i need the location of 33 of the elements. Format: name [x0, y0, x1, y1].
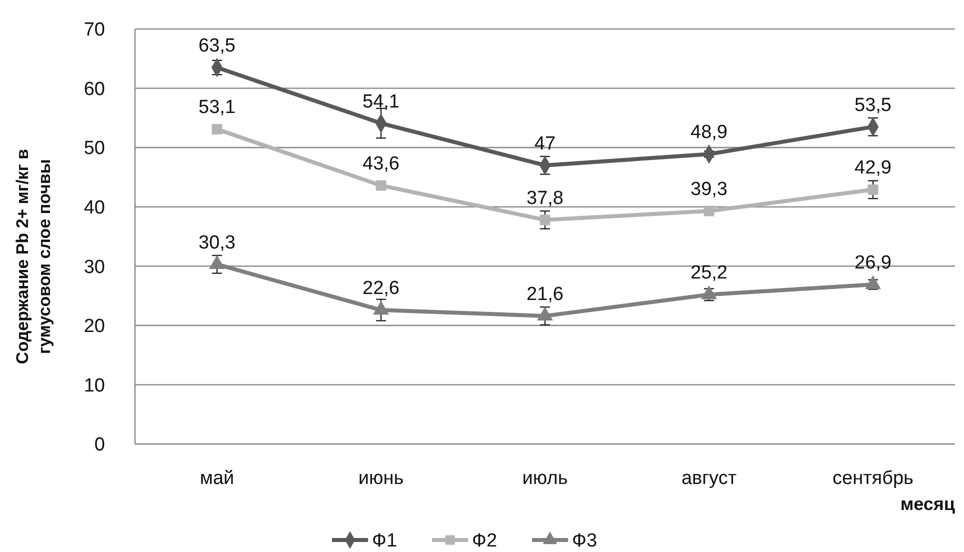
y-tick-label: 20: [84, 316, 105, 338]
data-label: 21,6: [526, 284, 564, 305]
data-label: 26,9: [854, 252, 892, 274]
x-tick-label: июнь: [358, 468, 404, 489]
data-label: 63,5: [198, 36, 236, 57]
data-label: 53,1: [198, 97, 236, 118]
data-label: 22,6: [362, 278, 400, 300]
y-tick-label: 0: [94, 434, 105, 456]
legend-label: Ф2: [472, 530, 498, 552]
data-label: 39,3: [690, 179, 728, 200]
legend-label: Ф1: [372, 530, 398, 552]
data-label: 48,9: [690, 122, 728, 144]
x-tick-label: май: [200, 468, 234, 489]
data-label: 53,5: [854, 94, 892, 116]
y-tick-label: 60: [84, 78, 105, 100]
x-axis-title: месяц: [900, 494, 955, 514]
data-label: 25,2: [690, 262, 728, 284]
data-label: 42,9: [854, 158, 892, 179]
y-tick-label: 30: [84, 256, 105, 278]
legend-label: Ф3: [572, 530, 598, 552]
y-tick-label: 70: [84, 20, 105, 41]
x-tick-label: июль: [522, 468, 568, 489]
data-label: 37,8: [526, 188, 564, 209]
y-tick-label: 10: [84, 375, 105, 396]
x-tick-label: сентябрь: [832, 468, 914, 489]
data-label: 30,3: [198, 232, 236, 254]
data-label: 43,6: [362, 154, 400, 175]
data-label: 54,1: [362, 91, 400, 112]
y-tick-label: 50: [84, 138, 105, 160]
x-tick-label: август: [681, 468, 737, 489]
data-label: 47: [534, 133, 556, 154]
y-tick-label: 40: [84, 198, 105, 219]
y-axis-title: Содержание Pb 2+ мг/кг в гумусовом слое почвы: [13, 148, 54, 364]
